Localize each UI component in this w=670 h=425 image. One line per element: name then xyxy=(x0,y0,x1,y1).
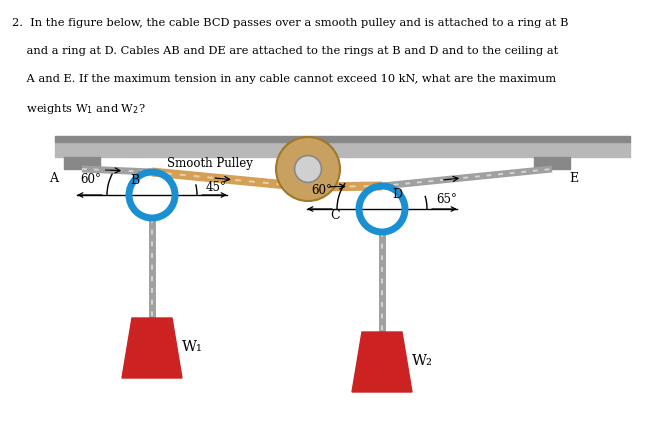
Text: W₁: W₁ xyxy=(182,340,203,354)
Polygon shape xyxy=(122,318,182,378)
Text: weights W$_1$ and W$_2$?: weights W$_1$ and W$_2$? xyxy=(12,102,145,116)
Text: C: C xyxy=(330,209,340,222)
Text: 60°: 60° xyxy=(312,184,332,196)
Circle shape xyxy=(276,137,340,201)
Text: E: E xyxy=(570,172,579,185)
Text: W₂: W₂ xyxy=(412,354,433,368)
Text: A: A xyxy=(50,172,58,185)
Text: 45°: 45° xyxy=(206,181,227,194)
Text: and a ring at D. Cables AB and DE are attached to the rings at B and D and to th: and a ring at D. Cables AB and DE are at… xyxy=(12,46,558,56)
Text: B: B xyxy=(131,174,140,187)
Text: 65°: 65° xyxy=(436,193,457,206)
Text: D: D xyxy=(392,188,402,201)
Text: 2.  In the figure below, the cable BCD passes over a smooth pulley and is attach: 2. In the figure below, the cable BCD pa… xyxy=(12,18,569,28)
Text: Smooth Pulley: Smooth Pulley xyxy=(167,158,253,170)
Text: 60°: 60° xyxy=(80,173,101,186)
Polygon shape xyxy=(352,332,412,392)
Text: A and E. If the maximum tension in any cable cannot exceed 10 kN, what are the m: A and E. If the maximum tension in any c… xyxy=(12,74,556,84)
Circle shape xyxy=(295,156,322,182)
